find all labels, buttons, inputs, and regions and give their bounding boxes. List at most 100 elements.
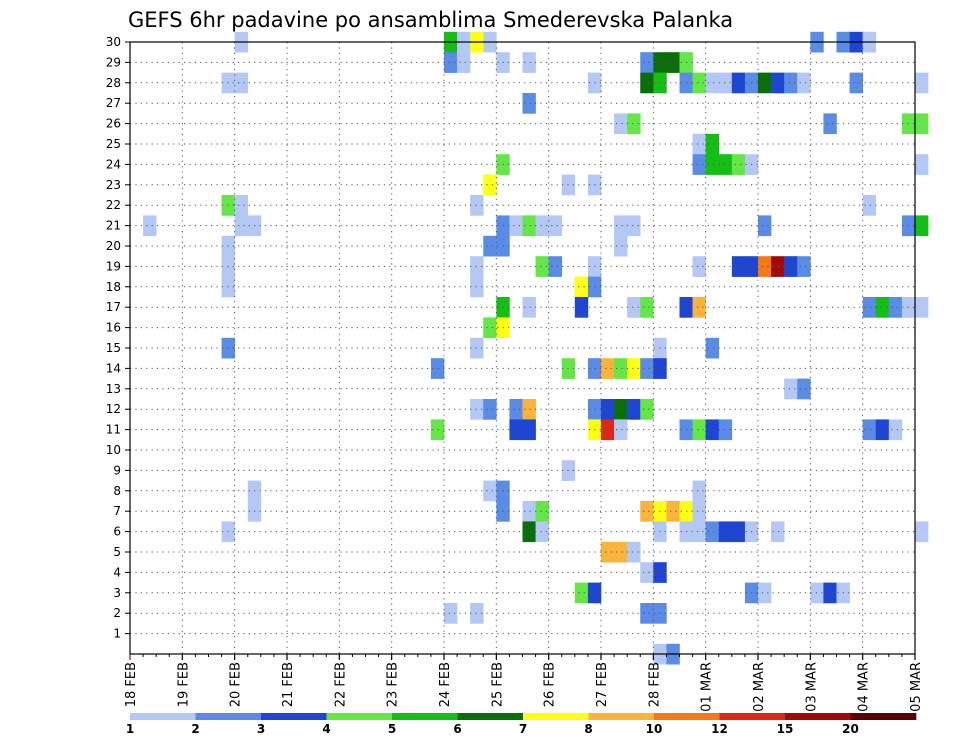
colorbar-swatch [326, 713, 393, 720]
gridlines [130, 41, 915, 654]
x-axis: 18 FEB 19 FEB 20 FEB 21 FEB 22 FEB 23 FEB 24 F… [124, 654, 924, 712]
colorbar-swatch [130, 713, 196, 720]
heatmap-cell [627, 541, 641, 563]
heatmap-cell [234, 195, 249, 216]
colorbar-swatch [654, 713, 720, 720]
heatmap-cell [784, 256, 798, 277]
colorbar-label: 2 [191, 722, 199, 736]
heatmap-cell [614, 419, 628, 441]
colorbar-label: 20 [842, 722, 859, 736]
heatmap-cell [522, 501, 536, 522]
heatmap-cell [627, 399, 641, 420]
heatmap-cell [758, 72, 772, 94]
colorbar-label: 6 [453, 722, 461, 736]
y-tick-label: 6 [113, 525, 121, 539]
heatmap-cell [444, 52, 458, 73]
colorbar-label: 4 [322, 722, 330, 736]
heatmap-cell [640, 297, 654, 318]
colorbar-swatch [523, 713, 589, 720]
heatmap-cell [797, 378, 811, 400]
y-tick-label: 2 [113, 606, 121, 620]
heatmap-cell [574, 276, 589, 298]
y-tick-label: 22 [106, 198, 121, 212]
heatmap-cell [444, 603, 458, 624]
heatmap-cell [784, 378, 798, 400]
heatmap-cell [692, 133, 706, 155]
heatmap-cell [522, 521, 536, 543]
heatmap-cell [758, 256, 772, 277]
y-tick-label: 7 [113, 504, 121, 518]
colorbar-label: 5 [388, 722, 396, 736]
heatmap-cell [470, 256, 484, 277]
heatmap-cell [692, 154, 706, 175]
heatmap-cell [640, 72, 654, 94]
heatmap-cell [705, 419, 720, 441]
heatmap-cell [627, 358, 641, 379]
heatmap-cell [627, 297, 641, 318]
heatmap-cell [810, 582, 824, 604]
y-tick-label: 19 [106, 259, 121, 273]
heatmap-cell [601, 358, 615, 379]
heatmap-cell [888, 419, 903, 441]
heatmap-cell [234, 215, 249, 237]
heatmap-cell [771, 521, 785, 543]
heatmap-cell [666, 52, 680, 73]
y-tick-label: 24 [106, 157, 121, 171]
x-tick-label: 28 FEB [647, 662, 662, 707]
x-tick-label: 03 MAR [804, 662, 819, 712]
heatmap-cell [483, 174, 497, 196]
heatmap-cell [771, 72, 785, 94]
heatmap-cell [718, 419, 733, 441]
y-tick-label: 5 [113, 545, 121, 559]
y-tick-label: 29 [106, 55, 121, 69]
heatmap-cell [627, 215, 641, 237]
heatmap-cell [915, 154, 929, 175]
chart-title: GEFS 6hr padavine po ansamblima Smederev… [128, 8, 733, 32]
x-tick-label: 20 FEB [229, 662, 244, 707]
heatmap-cell [758, 215, 772, 237]
heatmap-cell [483, 399, 497, 420]
heatmap-cell [522, 93, 536, 114]
heatmap-cell [574, 297, 589, 318]
y-tick-label: 13 [106, 382, 121, 396]
heatmap-cell [823, 113, 837, 135]
y-tick-label: 3 [113, 586, 121, 600]
heatmap-cell [692, 501, 706, 522]
heatmap-cell [640, 399, 654, 420]
x-tick-label: 04 MAR [857, 662, 872, 712]
heatmap-cell [692, 256, 706, 277]
colorbar-swatch [588, 713, 655, 720]
x-tick-label: 02 MAR [752, 662, 767, 712]
colorbar-swatch [195, 713, 262, 720]
y-tick-label: 10 [106, 443, 121, 457]
heatmap-cell [784, 72, 798, 94]
y-tick-label: 15 [106, 341, 121, 355]
x-tick-label: 05 MAR [909, 662, 924, 712]
y-tick-label: 30 [106, 35, 121, 49]
y-tick-label: 26 [106, 117, 121, 131]
y-tick-label: 27 [106, 96, 121, 110]
colorbar: 1 2 3 4 5 6 7 8 10 12 15 20 [126, 713, 917, 736]
heatmap-cell [718, 72, 733, 94]
heatmap-cell [470, 337, 484, 359]
heatmap-cell [915, 113, 929, 135]
heatmap-cell [679, 72, 693, 94]
heatmap-cell [692, 419, 706, 441]
colorbar-label: 1 [126, 722, 134, 736]
heatmap-cell [797, 256, 811, 277]
heatmap-cell [692, 521, 706, 543]
colorbar-swatch [261, 713, 327, 720]
heatmap-cell [823, 582, 837, 604]
heatmap-cell [522, 52, 536, 73]
heatmap-cell [640, 562, 654, 583]
y-tick-label: 16 [106, 321, 121, 335]
colorbar-label: 7 [519, 722, 527, 736]
x-tick-label: 01 MAR [700, 662, 715, 712]
y-tick-label: 25 [106, 137, 121, 151]
y-tick-label: 12 [106, 402, 121, 416]
heatmap-cell [915, 297, 929, 318]
heatmap-cell [862, 419, 877, 441]
heatmap-cell [614, 399, 628, 420]
heatmap-cell [692, 480, 706, 502]
